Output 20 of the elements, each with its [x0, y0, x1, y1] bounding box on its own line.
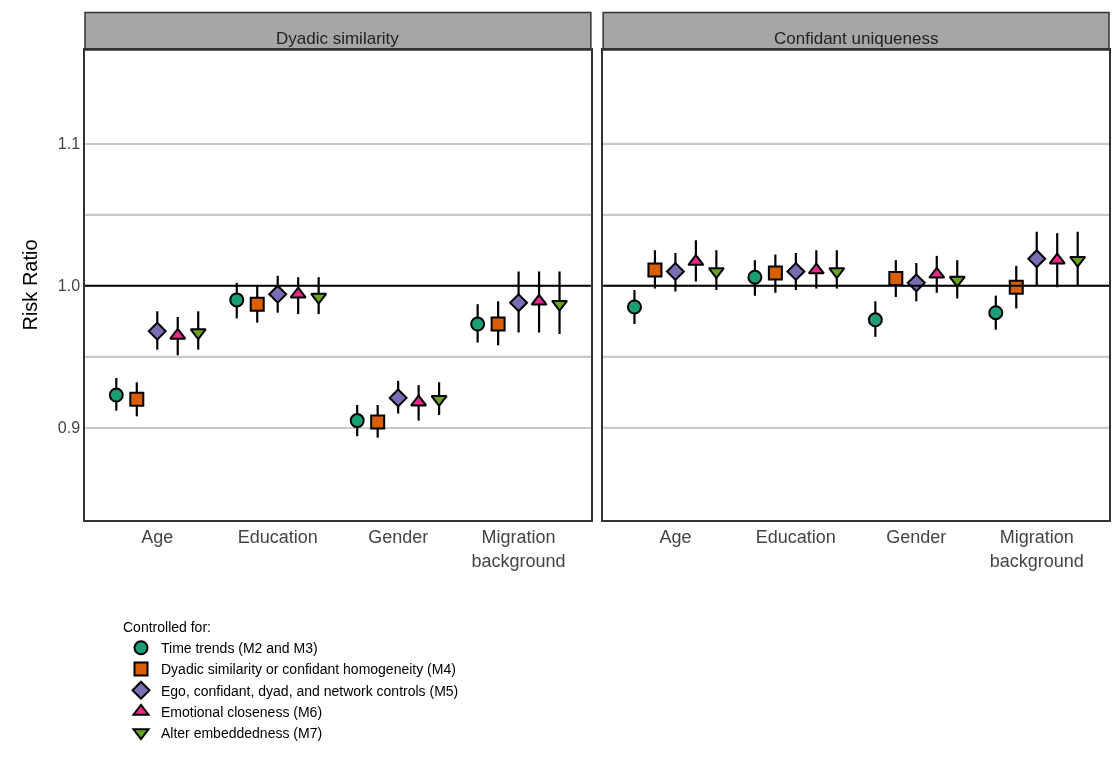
chart-title: Confidant uniqueness [774, 29, 939, 48]
x-tick-label: Education [755, 527, 836, 548]
x-tick-label: Gender [368, 527, 429, 548]
y-axis-title: Risk Ratio [18, 239, 41, 331]
chart-title: Dyadic similarity [276, 29, 400, 48]
x-tick-label: Migration background [989, 527, 1084, 571]
x-tick-label: Gender [886, 527, 947, 548]
y-tick-label: 1.1 [57, 135, 81, 153]
y-tick-label: 0.9 [57, 419, 81, 437]
legend-label: Dyadic similarity or confidant homogeneity (M4) [161, 661, 456, 678]
y-tick-label: 1.0 [57, 277, 81, 295]
legend-title: Controlled for: [123, 619, 211, 636]
legend-label: Alter embeddedness (M7) [161, 725, 323, 742]
legend-label: Time trends (M2 and M3) [161, 640, 318, 657]
x-tick-label: Education [237, 527, 318, 548]
legend-label: Ego, confidant, dyad, and network controls (M5) [161, 682, 459, 699]
legend-label: Emotional closeness (M6) [161, 703, 323, 720]
x-tick-label: Age [141, 527, 174, 548]
x-tick-label: Migration background [471, 527, 566, 571]
x-tick-label: Age [659, 527, 692, 548]
